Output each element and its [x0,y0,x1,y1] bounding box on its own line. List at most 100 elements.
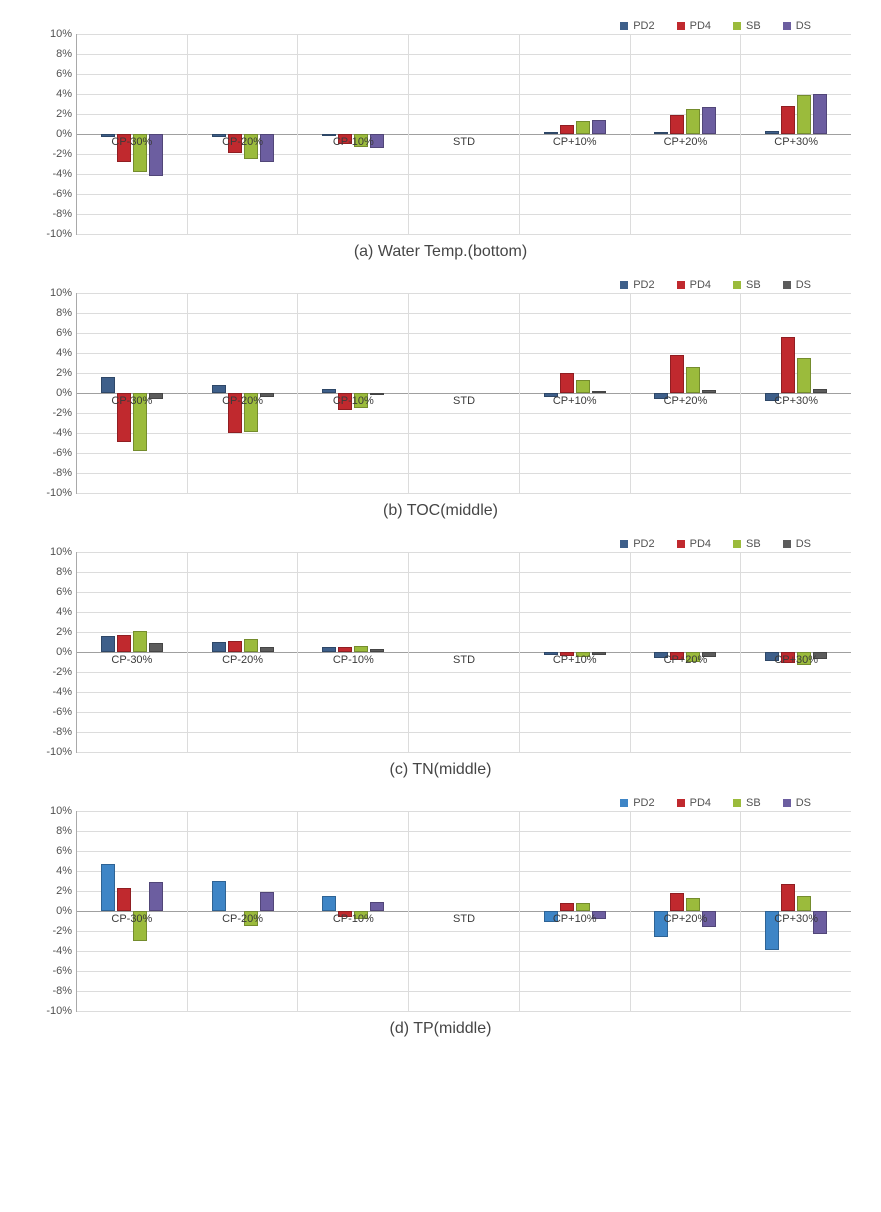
bar-ds [481,811,495,1011]
bar-fill [544,132,558,134]
legend-swatch [783,281,791,289]
bars [631,811,741,1011]
bars [520,34,630,234]
bar-fill [338,647,352,652]
bars [741,811,851,1011]
bars [631,34,741,234]
bar-sb [133,811,147,1011]
bar-pd2 [544,552,558,752]
bar-ds [813,811,827,1011]
bar-ds [260,552,274,752]
category-group: CP-20% [188,293,299,493]
bar-fill [212,642,226,652]
bar-fill [228,134,242,153]
bar-pd4 [338,293,352,493]
bar-fill [765,911,779,950]
bar-sb [354,811,368,1011]
legend-label: PD2 [633,797,654,809]
bar-fill [654,911,668,937]
bar-fill [797,896,811,911]
bars [298,811,408,1011]
category-group: CP+10% [520,293,631,493]
bar-fill [544,652,558,655]
bar-fill [338,911,352,917]
legend-item-sb: SB [733,538,761,550]
bar-ds [592,811,606,1011]
bar-pd4 [117,811,131,1011]
legend-item-pd4: PD4 [677,797,711,809]
chart-wrap: 10%8%6%4%2%0%-2%-4%-6%-8%-10%CP-30%CP-20… [30,811,851,1012]
bar-fill [592,652,606,655]
bar-fill [149,134,163,176]
bar-ds [813,293,827,493]
legend-swatch [783,22,791,30]
bar-pd4 [670,552,684,752]
chart-a: PD2PD4SBDS10%8%6%4%2%0%-2%-4%-6%-8%-10%C… [30,20,851,261]
bar-fill [101,134,115,137]
bar-ds [481,34,495,234]
bar-sb [244,552,258,752]
plot-area: CP-30%CP-20%CP-10%STDCP+10%CP+20%CP+30% [76,552,851,753]
bar-fill [702,911,716,927]
bar-fill [797,358,811,393]
legend-swatch [783,540,791,548]
bar-sb [686,293,700,493]
bar-fill [576,380,590,393]
chart-caption: (a) Water Temp.(bottom) [30,243,851,261]
bar-sb [797,552,811,752]
bar-fill [702,107,716,134]
bar-ds [702,34,716,234]
bar-fill [765,131,779,134]
category-group: STD [409,552,520,752]
bar-ds [702,293,716,493]
bar-pd2 [101,552,115,752]
bar-pd4 [449,34,463,234]
bar-pd2 [654,811,668,1011]
bar-pd4 [781,293,795,493]
legend-label: PD2 [633,279,654,291]
bar-fill [322,389,336,393]
bar-fill [133,134,147,172]
bar-fill [244,393,258,432]
chart-wrap: 10%8%6%4%2%0%-2%-4%-6%-8%-10%CP-30%CP-20… [30,293,851,494]
bar-pd2 [433,34,447,234]
bar-pd2 [433,811,447,1011]
category-group: CP+20% [631,293,742,493]
bar-sb [133,293,147,493]
bar-fill [260,393,274,397]
groups: CP-30%CP-20%CP-10%STDCP+10%CP+20%CP+30% [77,34,851,234]
legend-item-ds: DS [783,279,811,291]
bar-fill [781,884,795,911]
bar-ds [481,552,495,752]
bar-pd4 [560,34,574,234]
bar-fill [797,95,811,134]
bar-fill [686,652,700,662]
bar-fill [354,134,368,147]
legend-label: PD2 [633,20,654,32]
bar-pd2 [212,811,226,1011]
category-group: CP+20% [631,552,742,752]
bar-pd2 [544,34,558,234]
bars [520,293,630,493]
legend-swatch [677,281,685,289]
bar-fill [576,903,590,911]
groups: CP-30%CP-20%CP-10%STDCP+10%CP+20%CP+30% [77,811,851,1011]
legend-item-pd2: PD2 [620,279,654,291]
bars [741,293,851,493]
bars [741,34,851,234]
bar-fill [354,393,368,408]
plot-area: CP-30%CP-20%CP-10%STDCP+10%CP+20%CP+30% [76,34,851,235]
bar-ds [592,34,606,234]
bar-fill [654,132,668,134]
legend-swatch [677,799,685,807]
bar-fill [244,639,258,652]
chart-caption: (d) TP(middle) [30,1020,851,1038]
bar-ds [260,293,274,493]
bars [409,34,519,234]
bar-pd2 [544,293,558,493]
legend-label: DS [796,279,811,291]
category-group: CP-30% [77,811,188,1011]
bar-sb [576,293,590,493]
chart-caption: (c) TN(middle) [30,761,851,779]
category-group: CP-30% [77,552,188,752]
